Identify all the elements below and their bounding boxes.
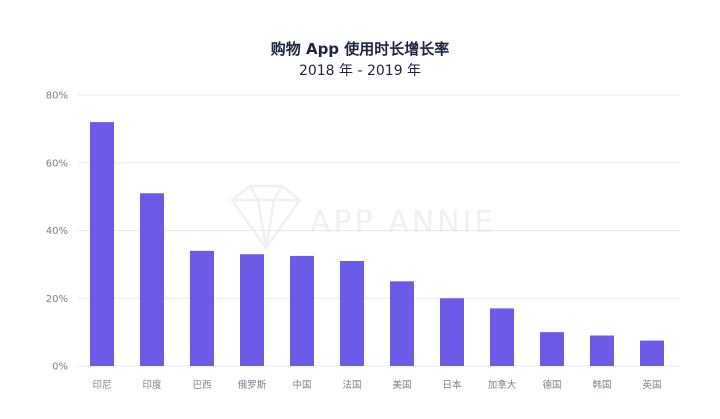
bar xyxy=(440,298,464,366)
x-tick-label: 美国 xyxy=(392,379,411,391)
x-tick-label: 韩国 xyxy=(592,379,611,391)
x-tick-label: 德国 xyxy=(542,379,561,391)
x-tick-label: 中国 xyxy=(292,379,311,391)
x-tick-label: 加拿大 xyxy=(488,379,517,391)
x-tick-label: 俄罗斯 xyxy=(238,379,267,391)
y-tick-label: 20% xyxy=(46,294,68,305)
x-tick-label: 法国 xyxy=(342,379,361,391)
x-tick-label: 巴西 xyxy=(192,380,211,391)
y-tick-label: 0% xyxy=(52,362,68,373)
bar-layer xyxy=(90,122,664,366)
x-tick-label: 英国 xyxy=(642,379,661,391)
bar xyxy=(640,340,664,366)
bar xyxy=(290,255,314,366)
chart-title: 购物 App 使用时长增长率 xyxy=(270,40,450,58)
bar xyxy=(340,260,364,366)
x-tick-label: 日本 xyxy=(442,379,462,391)
bar xyxy=(140,193,164,366)
watermark: APP ANNIE xyxy=(230,184,496,251)
bar xyxy=(240,254,264,366)
x-tick-label: 印尼 xyxy=(92,379,111,391)
bar xyxy=(590,335,614,366)
grid-layer xyxy=(78,94,680,367)
bar xyxy=(490,308,514,366)
y-tick-label: 80% xyxy=(46,91,68,102)
watermark-text: APP ANNIE xyxy=(310,205,496,240)
chart-subtitle: 2018 年 - 2019 年 xyxy=(298,63,422,79)
bar xyxy=(90,122,114,366)
y-tick-label: 60% xyxy=(46,158,68,169)
bar xyxy=(190,250,214,366)
label-layer: 0% 20% 40% 60% 80% 印尼 印度 巴西 俄罗斯 中国 法国 美国 日本 加拿大 德国 韩国 英国 xyxy=(46,91,662,392)
diamond-logo-icon xyxy=(230,184,302,251)
x-tick-label: 印度 xyxy=(142,379,162,391)
y-tick-label: 40% xyxy=(46,226,68,237)
bar xyxy=(540,332,564,366)
bar xyxy=(390,281,414,366)
